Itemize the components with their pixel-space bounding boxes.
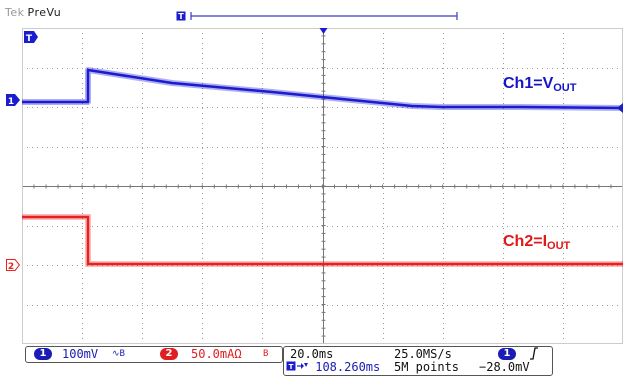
trigger-position-row: T 108.260ms xyxy=(286,361,380,374)
top-bar: Tek PreVu T xyxy=(0,0,623,28)
rising-edge-icon xyxy=(529,347,539,363)
trigger-source-badge: 1 xyxy=(498,348,516,360)
status-bar: 1 100mV ∿B 2 50.0mAΩ B 20.0ms 25.0MS/s 1… xyxy=(0,344,623,376)
waveform-display xyxy=(22,28,623,344)
trigger-position-icon: T xyxy=(286,360,315,374)
ch1-scale: 100mV xyxy=(62,347,99,361)
ch1-annotation: Ch1=VOUT xyxy=(503,75,577,94)
record-view-bar[interactable] xyxy=(190,12,458,20)
svg-text:2: 2 xyxy=(8,262,14,271)
horizontal-scale: 20.0ms xyxy=(290,347,334,361)
trigger-position-marker xyxy=(319,28,328,34)
vertical-readout[interactable]: 1 100mV ∿B 2 50.0mAΩ B xyxy=(25,346,283,363)
waveform-traces xyxy=(22,67,623,267)
ch2-badge: 2 xyxy=(160,348,178,360)
trigger-time-icon: T xyxy=(24,28,38,44)
sample-rate: 25.0MS/s xyxy=(394,347,452,361)
svg-text:1: 1 xyxy=(8,97,14,106)
ch2-coupling: B xyxy=(263,349,269,359)
status-line: Tek PreVu xyxy=(5,6,61,19)
ch1-badge: 1 xyxy=(34,348,52,360)
ch1-coupling: ∿B xyxy=(112,349,125,359)
trigger-markers xyxy=(319,28,623,113)
record-length: 5M points xyxy=(394,360,460,374)
record-trigger-icon: T xyxy=(176,11,187,21)
svg-text:T: T xyxy=(289,363,294,371)
graticule xyxy=(22,28,623,344)
svg-text:T: T xyxy=(26,34,33,43)
trigger-level: −28.0mV xyxy=(479,360,530,374)
ch2-ground-marker[interactable]: 2 xyxy=(6,259,20,271)
brand-label: Tek xyxy=(5,6,25,19)
ch2-scale: 50.0mAΩ xyxy=(191,347,242,361)
trigger-position: 108.260ms xyxy=(315,360,381,374)
trigger-level-marker xyxy=(617,103,623,113)
acquisition-mode: PreVu xyxy=(27,6,62,19)
svg-text:T: T xyxy=(178,12,184,21)
ch2-annotation: Ch2=IOUT xyxy=(503,233,571,252)
ch1-trace xyxy=(22,68,623,110)
ch1-ground-marker[interactable]: 1 xyxy=(6,94,20,106)
timebase-readout[interactable]: 20.0ms 25.0MS/s 1 T 108.260ms 5M points … xyxy=(283,346,553,376)
ch2-trace xyxy=(22,215,623,266)
